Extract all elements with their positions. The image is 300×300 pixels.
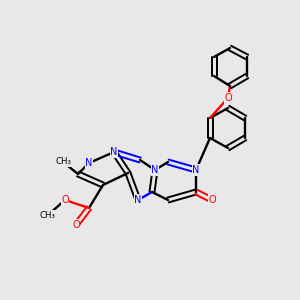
Text: CH₃: CH₃ bbox=[55, 158, 71, 166]
Text: O: O bbox=[208, 195, 216, 205]
Text: N: N bbox=[85, 158, 93, 168]
Text: O: O bbox=[61, 195, 69, 205]
Text: O: O bbox=[72, 220, 80, 230]
Text: O: O bbox=[224, 93, 232, 103]
Text: N: N bbox=[151, 165, 159, 175]
Text: N: N bbox=[134, 195, 142, 205]
Text: N: N bbox=[192, 165, 200, 175]
Text: CH₃: CH₃ bbox=[40, 211, 56, 220]
Text: N: N bbox=[110, 147, 118, 157]
